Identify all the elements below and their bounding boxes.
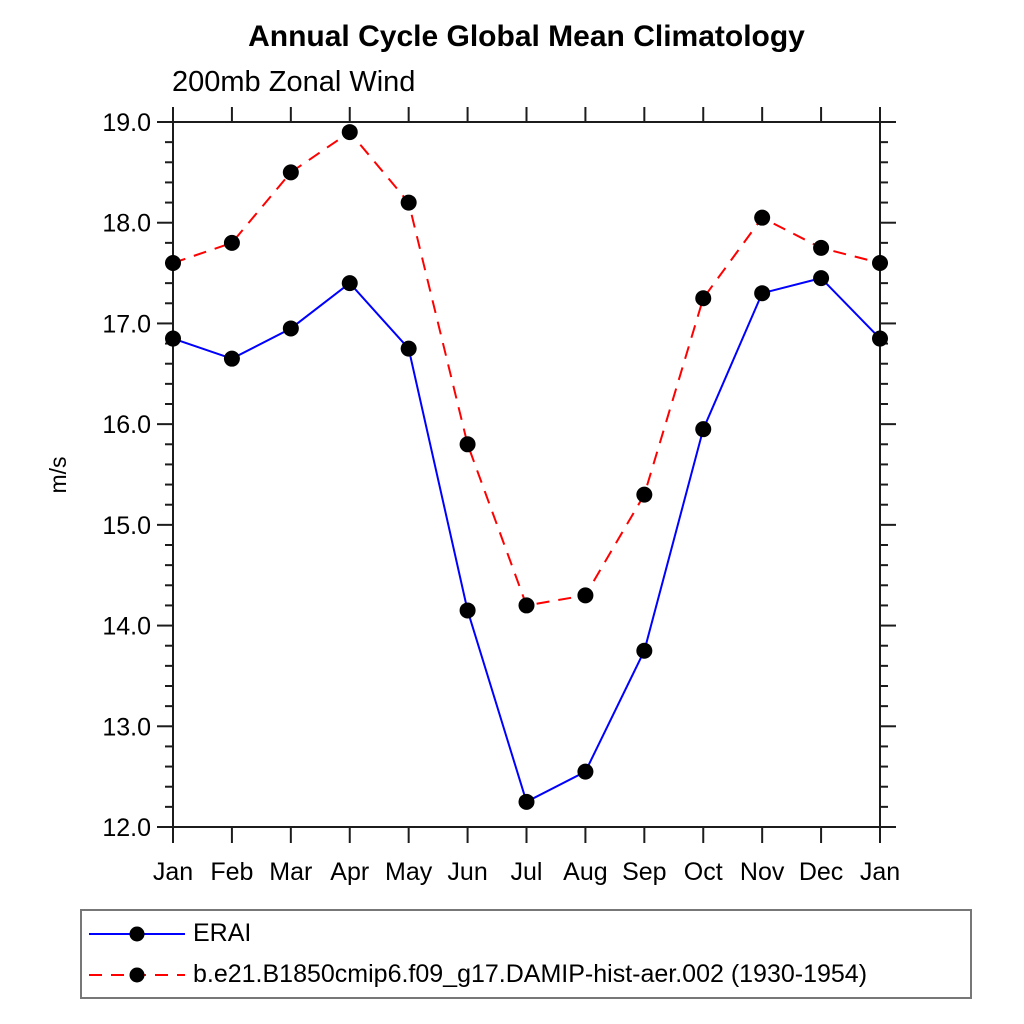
x-axis-tick-label: Sep <box>622 858 666 886</box>
x-axis-tick-label: Dec <box>799 858 843 886</box>
data-point-marker <box>695 290 712 307</box>
data-point-marker <box>223 350 240 367</box>
data-point-marker <box>518 597 535 614</box>
x-axis-tick-label: Oct <box>684 858 723 886</box>
x-axis-tick-label: Mar <box>269 858 312 886</box>
data-point-marker <box>636 642 653 659</box>
y-axis-tick-label: 16.0 <box>102 411 151 439</box>
y-axis-tick-label: 15.0 <box>102 512 151 540</box>
data-point-marker <box>577 763 594 780</box>
x-axis-tick-label: Jan <box>860 858 900 886</box>
legend-box: ERAI b.e21.B1850cmip6.f09_g17.DAMIP-hist… <box>80 909 972 999</box>
x-axis-tick-label: Aug <box>563 858 607 886</box>
y-axis-tick-label: 18.0 <box>102 210 151 238</box>
legend-row-model: b.e21.B1850cmip6.f09_g17.DAMIP-hist-aer.… <box>87 955 970 995</box>
data-point-marker <box>165 255 181 271</box>
data-point-marker <box>400 340 417 357</box>
data-point-marker <box>754 209 771 226</box>
y-axis-tick-label: 19.0 <box>102 109 151 137</box>
data-point-marker <box>636 486 653 503</box>
legend-row-erai: ERAI <box>87 914 970 954</box>
series-line-1 <box>172 130 881 607</box>
legend-line-sample-dashed <box>89 967 185 982</box>
x-axis-tick-label: Nov <box>740 858 785 886</box>
data-point-marker <box>459 602 476 619</box>
legend-marker-dot <box>129 926 145 941</box>
data-point-marker <box>872 330 888 347</box>
plot-frame <box>172 121 881 828</box>
legend-label-model: b.e21.B1850cmip6.f09_g17.DAMIP-hist-aer.… <box>193 960 868 988</box>
data-point-marker <box>341 124 358 141</box>
legend-line-sample-solid <box>89 926 185 941</box>
data-point-marker <box>813 239 830 256</box>
data-point-marker <box>577 587 594 604</box>
x-axis-tick-label: Jan <box>153 858 193 886</box>
data-point-marker <box>872 255 888 271</box>
data-point-marker <box>459 436 476 453</box>
series-line-0 <box>172 276 881 804</box>
x-axis-tick-label: Jul <box>511 858 543 886</box>
y-axis-tick-label: 13.0 <box>102 713 151 741</box>
data-point-marker <box>341 275 358 292</box>
y-axis-tick-label: 12.0 <box>102 814 151 842</box>
data-point-marker <box>165 330 181 347</box>
x-axis-tick-label: Apr <box>330 858 369 886</box>
data-point-marker <box>813 270 830 287</box>
data-point-marker <box>223 234 240 251</box>
data-point-marker <box>282 320 299 337</box>
data-point-marker <box>754 285 771 302</box>
y-axis-tick-label: 17.0 <box>102 310 151 338</box>
chart-subtitle: 200mb Zonal Wind <box>172 66 416 98</box>
data-point-marker <box>282 164 299 181</box>
x-axis-tick-label: May <box>385 858 433 886</box>
x-axis-tick-label: Feb <box>210 858 253 886</box>
legend-marker-dot <box>129 967 145 982</box>
x-axis-tick-label: Jun <box>447 858 487 886</box>
y-axis-tick-label: 14.0 <box>102 613 151 641</box>
data-point-marker <box>695 421 712 438</box>
data-point-marker <box>400 194 417 211</box>
chart-title: Annual Cycle Global Mean Climatology <box>248 20 805 53</box>
legend-label-erai: ERAI <box>193 919 252 947</box>
data-point-marker <box>518 793 535 810</box>
